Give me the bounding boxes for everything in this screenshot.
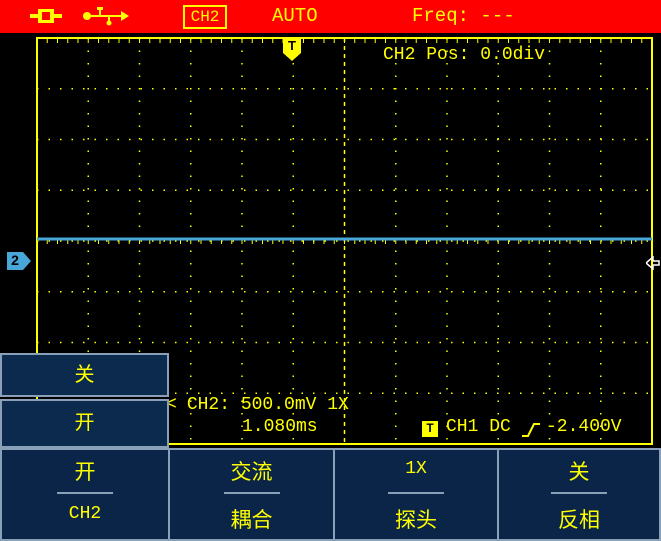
softkey-invert[interactable]: 关 反相 bbox=[497, 448, 661, 541]
usb-icon bbox=[83, 6, 129, 31]
side-menu-item-on[interactable]: 开 bbox=[0, 399, 169, 448]
softkey-2-divider bbox=[223, 492, 280, 494]
side-menu-item-on-label: 开 bbox=[74, 412, 95, 434]
rising-edge-icon bbox=[522, 421, 540, 444]
trigger-source-box: T bbox=[422, 421, 438, 437]
trigger-marker-label: T bbox=[288, 38, 296, 53]
ch2-scale-readout: < CH2: 500.0mV 1X bbox=[166, 395, 349, 415]
softkey-1-value: 开 bbox=[74, 461, 96, 484]
trigger-mode: AUTO bbox=[272, 5, 318, 27]
softkey-4-label: 反相 bbox=[558, 509, 600, 532]
side-menu-item-off-label: 关 bbox=[74, 364, 95, 386]
frequency-readout: Freq: --- bbox=[412, 5, 515, 27]
softkey-3-value: 1X bbox=[405, 459, 427, 479]
softkey-2-value: 交流 bbox=[230, 461, 273, 484]
side-menu-item-off[interactable]: 关 bbox=[0, 353, 169, 397]
softkey-4-value: 关 bbox=[568, 461, 590, 484]
softkey-menu: 开 CH2 交流 耦合 1X 探头 关 反相 bbox=[0, 448, 661, 541]
ch2-marker-label: 2 bbox=[11, 252, 19, 268]
ch2-ground-marker[interactable]: 2 bbox=[7, 252, 31, 270]
softkey-1-label: CH2 bbox=[68, 504, 102, 524]
softkey-2-label: 耦合 bbox=[230, 509, 273, 532]
softkey-1-divider bbox=[57, 492, 113, 494]
softkey-3-divider bbox=[388, 492, 444, 494]
softkey-coupling[interactable]: 交流 耦合 bbox=[168, 448, 335, 541]
status-bar: CH2 AUTO Freq: --- bbox=[0, 0, 661, 33]
softkey-probe[interactable]: 1X 探头 bbox=[333, 448, 499, 541]
timebase-readout: 1.080ms bbox=[242, 417, 318, 437]
trigger-level-readout: -2.400V bbox=[546, 417, 622, 437]
softkey-4-divider bbox=[551, 492, 607, 494]
ch2-scale-text: CH2: 500.0mV 1X bbox=[186, 395, 349, 415]
channel-badge: CH2 bbox=[183, 5, 227, 29]
battery-plug-icon bbox=[30, 6, 64, 31]
softkey-channel-toggle[interactable]: 开 CH2 bbox=[0, 448, 170, 541]
trigger-position-marker: T bbox=[283, 37, 301, 61]
trigger-box-label: T bbox=[426, 421, 434, 435]
trace-edge-icon bbox=[644, 255, 660, 275]
trigger-info: CH1 DC bbox=[446, 417, 511, 437]
softkey-3-label: 探头 bbox=[395, 509, 437, 532]
ch2-position-readout: CH2 Pos: 0.0div bbox=[383, 45, 546, 65]
